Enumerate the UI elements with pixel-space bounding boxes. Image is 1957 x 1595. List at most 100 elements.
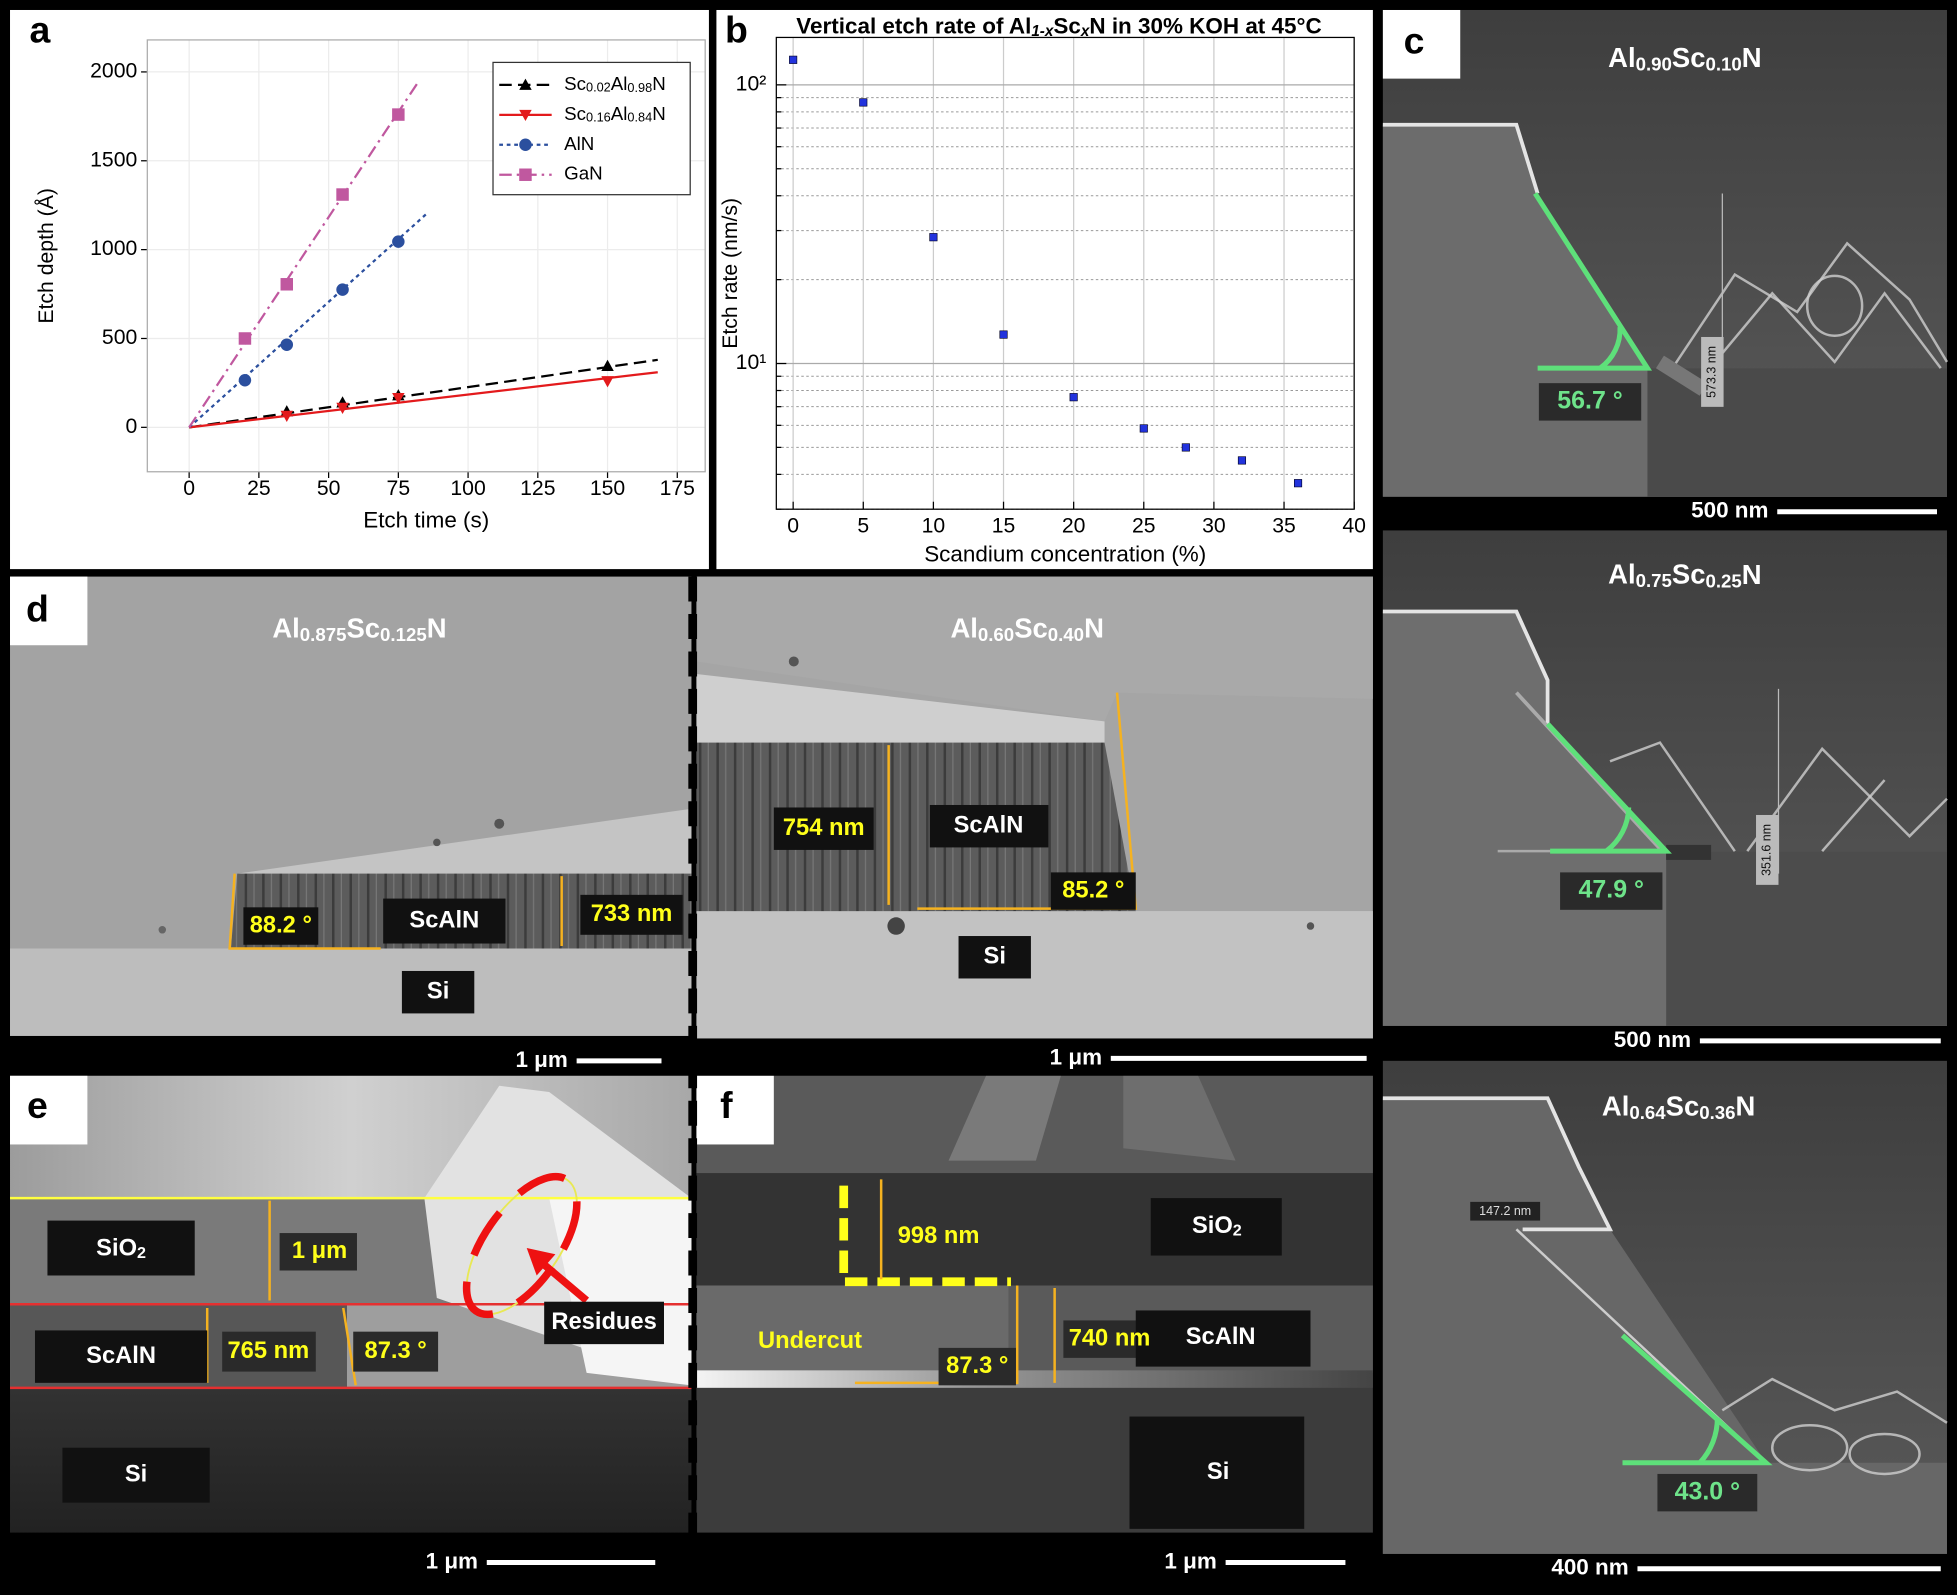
letter-box (10, 1075, 88, 1145)
plot-frame (146, 39, 706, 473)
sem-d2 (696, 576, 1373, 1039)
sem-e (10, 1075, 692, 1533)
layer-label: ScAlN (1186, 1324, 1256, 1350)
thickness-label: 740 nm (1069, 1325, 1151, 1351)
legend-label: GaN (564, 163, 602, 184)
x-tick-label: 0 (183, 477, 195, 500)
x-tick-label: 0 (787, 514, 799, 537)
y-tick-label: 10¹ (736, 351, 767, 374)
x-axis-label: Etch time (s) (363, 508, 489, 533)
panel-letter: d (26, 587, 49, 629)
thickness-label: 733 nm (591, 901, 673, 927)
x-tick-label: 150 (590, 477, 625, 500)
point (1139, 424, 1148, 433)
material-label: Al0.75Sc0.25N (1608, 559, 1761, 591)
scale-bar-label: 1 μm (1164, 1548, 1216, 1573)
legend-marker (519, 109, 532, 122)
x-tick-label: 75 (387, 477, 411, 500)
point (392, 235, 405, 248)
point (1069, 393, 1078, 402)
fit-line (188, 81, 419, 428)
panel-letter: e (27, 1084, 48, 1126)
panel-letter: b (725, 8, 748, 50)
x-tick-label: 15 (992, 514, 1016, 537)
letter-box (696, 1075, 774, 1145)
sem-d1 (10, 576, 692, 1036)
height-label: 573.3 nm (1705, 346, 1719, 398)
y-tick-label: 1000 (90, 237, 137, 260)
point (999, 330, 1008, 339)
y-tick-label: 500 (102, 326, 137, 349)
sem-c3 (1382, 1060, 1948, 1554)
substrate-label: Si (984, 944, 1006, 970)
x-tick-label: 25 (1132, 514, 1156, 537)
fit-line (188, 213, 427, 429)
legend-marker (519, 168, 532, 181)
legend-label: Sc0.02Al0.98N (564, 73, 666, 95)
point (789, 55, 798, 64)
layer-label: ScAlN (954, 812, 1024, 838)
panel-letter: a (30, 8, 52, 50)
sem-f (696, 1075, 1373, 1533)
chart-title: Vertical etch rate of Al1-xScxN in 30% K… (796, 13, 1321, 40)
letter-box (10, 576, 88, 646)
point (280, 278, 294, 291)
thickness-label: 765 nm (228, 1338, 310, 1364)
angle-label: 87.3 ° (365, 1338, 427, 1364)
x-tick-label: 5 (857, 514, 869, 537)
oxide-label: SiO2 (96, 1236, 146, 1263)
x-tick-label: 125 (520, 477, 555, 500)
panel-b (716, 9, 1373, 570)
scale-bar-label: 500 nm (1614, 1027, 1691, 1052)
point (1181, 443, 1190, 452)
height-label: 147.2 nm (1479, 1204, 1531, 1218)
angle-label: 88.2 ° (250, 912, 312, 938)
layer-label: ScAlN (409, 907, 479, 933)
point (601, 376, 614, 388)
angle-label: 87.3 ° (946, 1353, 1008, 1379)
x-tick-label: 10 (922, 514, 946, 537)
legend-marker (519, 78, 532, 90)
x-tick-label: 40 (1342, 514, 1366, 537)
scale-bar-label: 1 μm (1050, 1044, 1102, 1069)
layer-label: ScAlN (86, 1343, 156, 1369)
letter-box (1382, 9, 1461, 79)
x-tick-label: 25 (247, 477, 271, 500)
fit-line (189, 371, 658, 429)
y-axis-label: Etch rate (nm/s) (719, 198, 742, 349)
y-tick-label: 0 (126, 415, 138, 438)
height-label: 351.6 nm (1760, 824, 1774, 876)
charts: 0 25 50 75 100 125 150 1750500100015002000Etch … (34, 13, 1366, 566)
material-label: Al0.60Sc0.40N (950, 613, 1103, 645)
legend-label: Sc0.16Al0.84N (564, 103, 666, 125)
x-tick-label: 20 (1062, 514, 1086, 537)
point (238, 374, 252, 387)
angle-label: 56.7 ° (1557, 386, 1622, 414)
x-tick-label: 175 (660, 477, 695, 500)
x-tick-label: 35 (1272, 514, 1296, 537)
substrate-label: Si (427, 978, 449, 1004)
panel-letter: c (1404, 20, 1425, 62)
y-tick-label: 2000 (90, 60, 137, 83)
scale-bar-label: 1 μm (515, 1047, 567, 1072)
material-label: Al0.90Sc0.10N (1608, 42, 1761, 74)
plot-frame (775, 36, 1355, 510)
point (859, 98, 868, 107)
x-axis-label: Scandium concentration (%) (924, 541, 1206, 566)
sem-c2 (1382, 530, 1948, 1026)
fit-line (188, 358, 658, 429)
y-axis-label: Etch depth (Å) (34, 188, 58, 324)
material-label: Al0.875Sc0.125N (272, 613, 446, 645)
x-tick-label: 30 (1202, 514, 1226, 537)
point (392, 108, 405, 121)
x-tick-label: 100 (450, 477, 485, 500)
point (336, 188, 349, 201)
point (280, 410, 294, 423)
oxide-label: SiO2 (1192, 1213, 1242, 1240)
y-tick-label: 10² (736, 72, 767, 95)
point (238, 332, 252, 345)
x-tick-label: 50 (317, 477, 341, 500)
point (601, 359, 614, 372)
angle-label: 85.2 ° (1062, 877, 1124, 903)
